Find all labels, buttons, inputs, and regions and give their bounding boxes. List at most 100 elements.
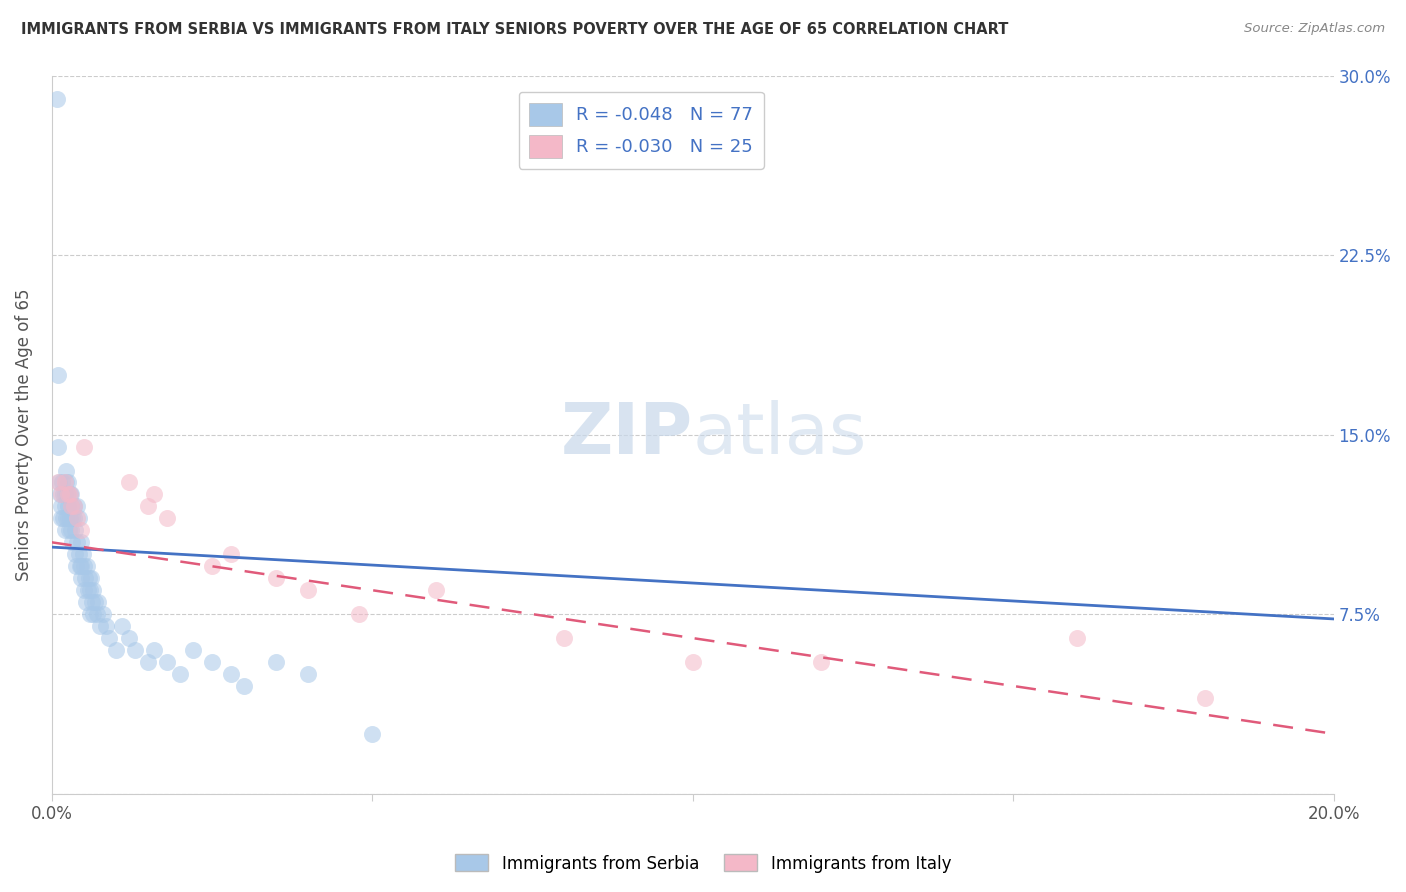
Point (111, 619, 134, 633)
Point (118, 631, 141, 645)
Point (69, 535, 91, 549)
Point (62, 500, 84, 514)
Point (73, 583, 96, 598)
Point (73, 559, 96, 574)
Point (63, 500, 86, 514)
Point (143, 643, 166, 657)
Point (79, 583, 101, 598)
Point (59, 487, 82, 501)
Point (82, 595, 104, 609)
Y-axis label: Seniors Poverty Over the Age of 65: Seniors Poverty Over the Age of 65 (15, 288, 32, 581)
Point (136, 655, 159, 669)
Point (59, 511, 82, 525)
Point (75, 595, 97, 609)
Point (59, 487, 82, 501)
Point (80, 571, 103, 585)
Point (55, 511, 77, 525)
Text: ZIP: ZIP (561, 401, 693, 469)
Point (181, 643, 204, 657)
Point (59, 524, 82, 538)
Point (51, 475, 73, 490)
Point (169, 667, 191, 681)
Legend: R = -0.048   N = 77, R = -0.030   N = 25: R = -0.048 N = 77, R = -0.030 N = 25 (519, 92, 763, 169)
Point (69, 559, 91, 574)
Point (52, 511, 75, 525)
Point (136, 500, 159, 514)
Legend: Immigrants from Serbia, Immigrants from Italy: Immigrants from Serbia, Immigrants from … (449, 847, 957, 880)
Point (76, 583, 98, 598)
Point (75, 571, 97, 585)
Point (104, 643, 127, 657)
Point (89, 619, 111, 633)
Point (48, 475, 70, 490)
Point (156, 511, 179, 525)
Point (58, 524, 80, 538)
Point (70, 571, 93, 585)
Point (233, 679, 256, 693)
Point (67, 511, 90, 525)
Point (425, 583, 447, 598)
Point (46, 475, 69, 490)
Point (51, 500, 73, 514)
Point (201, 655, 224, 669)
Point (264, 571, 287, 585)
Point (69, 559, 91, 574)
Point (56, 511, 79, 525)
Point (1194, 690, 1216, 705)
Point (156, 655, 179, 669)
Text: Source: ZipAtlas.com: Source: ZipAtlas.com (1244, 22, 1385, 36)
Point (56, 475, 79, 490)
Point (84, 595, 107, 609)
Point (73, 440, 96, 454)
Point (59, 487, 82, 501)
Point (46, 368, 69, 382)
Point (56, 487, 79, 501)
Point (297, 583, 319, 598)
Point (79, 607, 101, 621)
Point (53, 487, 76, 501)
Point (682, 655, 704, 669)
Text: atlas: atlas (693, 401, 868, 469)
Point (63, 511, 86, 525)
Point (91, 607, 114, 621)
Point (219, 667, 242, 681)
Point (45, 93, 67, 107)
Point (96, 619, 118, 633)
Point (86, 607, 108, 621)
Point (65, 559, 87, 574)
Point (87, 595, 110, 609)
Point (82, 583, 104, 598)
Point (810, 655, 832, 669)
Point (69, 524, 91, 538)
Point (51, 487, 73, 501)
Point (143, 487, 166, 501)
Point (297, 667, 319, 681)
Point (219, 547, 242, 561)
Point (60, 511, 83, 525)
Point (55, 463, 77, 477)
Point (63, 547, 86, 561)
Point (82, 607, 104, 621)
Point (51, 511, 73, 525)
Point (46, 440, 69, 454)
Point (65, 524, 87, 538)
Point (124, 643, 146, 657)
Point (59, 500, 82, 514)
Point (76, 559, 98, 574)
Point (66, 500, 89, 514)
Point (264, 655, 287, 669)
Text: IMMIGRANTS FROM SERBIA VS IMMIGRANTS FROM ITALY SENIORS POVERTY OVER THE AGE OF : IMMIGRANTS FROM SERBIA VS IMMIGRANTS FRO… (21, 22, 1008, 37)
Point (52, 487, 75, 501)
Point (66, 535, 89, 549)
Point (77, 571, 100, 585)
Point (72, 547, 94, 561)
Point (118, 475, 141, 490)
Point (59, 500, 82, 514)
Point (56, 487, 79, 501)
Point (60, 535, 83, 549)
Point (349, 607, 371, 621)
Point (67, 547, 90, 561)
Point (361, 727, 384, 741)
Point (53, 524, 76, 538)
Point (66, 511, 89, 525)
